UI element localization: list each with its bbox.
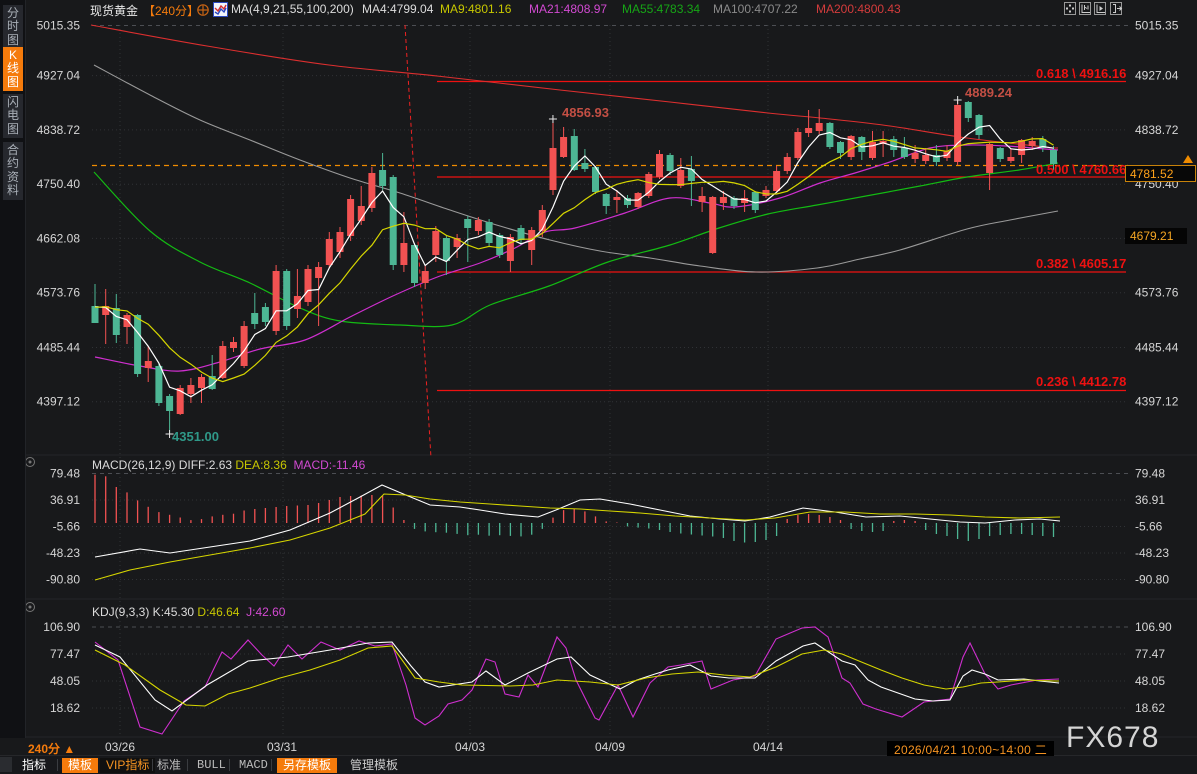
svg-text:18.62: 18.62 [1135, 701, 1165, 715]
svg-text:-90.80: -90.80 [1135, 573, 1169, 587]
svg-text:-48.23: -48.23 [46, 546, 80, 560]
svg-text:4856.93: 4856.93 [562, 105, 609, 120]
svg-text:4679.21: 4679.21 [1130, 229, 1174, 243]
svg-text:18.62: 18.62 [50, 701, 80, 715]
svg-text:-48.23: -48.23 [1135, 546, 1169, 560]
svg-text:79.48: 79.48 [1135, 467, 1165, 481]
svg-text:5015.35: 5015.35 [1135, 19, 1179, 33]
svg-text:4927.04: 4927.04 [1135, 69, 1179, 83]
svg-text:4781.52: 4781.52 [1130, 167, 1174, 181]
svg-text:-90.80: -90.80 [46, 573, 80, 587]
svg-text:106.90: 106.90 [1135, 620, 1172, 634]
svg-text:36.91: 36.91 [50, 493, 80, 507]
svg-text:48.05: 48.05 [50, 674, 80, 688]
svg-text:4889.24: 4889.24 [965, 85, 1013, 100]
svg-text:4397.12: 4397.12 [37, 395, 81, 409]
svg-text:4573.76: 4573.76 [37, 286, 81, 300]
svg-text:0.236 \ 4412.78: 0.236 \ 4412.78 [1036, 374, 1126, 389]
svg-text:4838.72: 4838.72 [37, 123, 81, 137]
svg-text:77.47: 77.47 [50, 647, 80, 661]
svg-text:36.91: 36.91 [1135, 493, 1165, 507]
svg-text:0.618 \ 4916.16: 0.618 \ 4916.16 [1036, 66, 1126, 81]
svg-text:-5.66: -5.66 [1135, 520, 1163, 534]
svg-text:4927.04: 4927.04 [37, 69, 81, 83]
svg-text:4750.40: 4750.40 [37, 177, 81, 191]
svg-text:4351.00: 4351.00 [172, 429, 219, 444]
svg-text:-5.66: -5.66 [53, 520, 81, 534]
svg-text:79.48: 79.48 [50, 467, 80, 481]
svg-text:0.382 \ 4605.17: 0.382 \ 4605.17 [1036, 256, 1126, 271]
svg-text:5015.35: 5015.35 [37, 19, 81, 33]
svg-text:77.47: 77.47 [1135, 647, 1165, 661]
svg-text:4485.44: 4485.44 [1135, 341, 1179, 355]
svg-text:106.90: 106.90 [43, 620, 80, 634]
svg-text:4573.76: 4573.76 [1135, 286, 1179, 300]
svg-text:4397.12: 4397.12 [1135, 395, 1179, 409]
svg-text:4662.08: 4662.08 [37, 231, 81, 245]
svg-text:4838.72: 4838.72 [1135, 123, 1179, 137]
svg-text:48.05: 48.05 [1135, 674, 1165, 688]
svg-text:4485.44: 4485.44 [37, 341, 81, 355]
svg-text:0.500 \ 4760.66: 0.500 \ 4760.66 [1036, 162, 1126, 177]
